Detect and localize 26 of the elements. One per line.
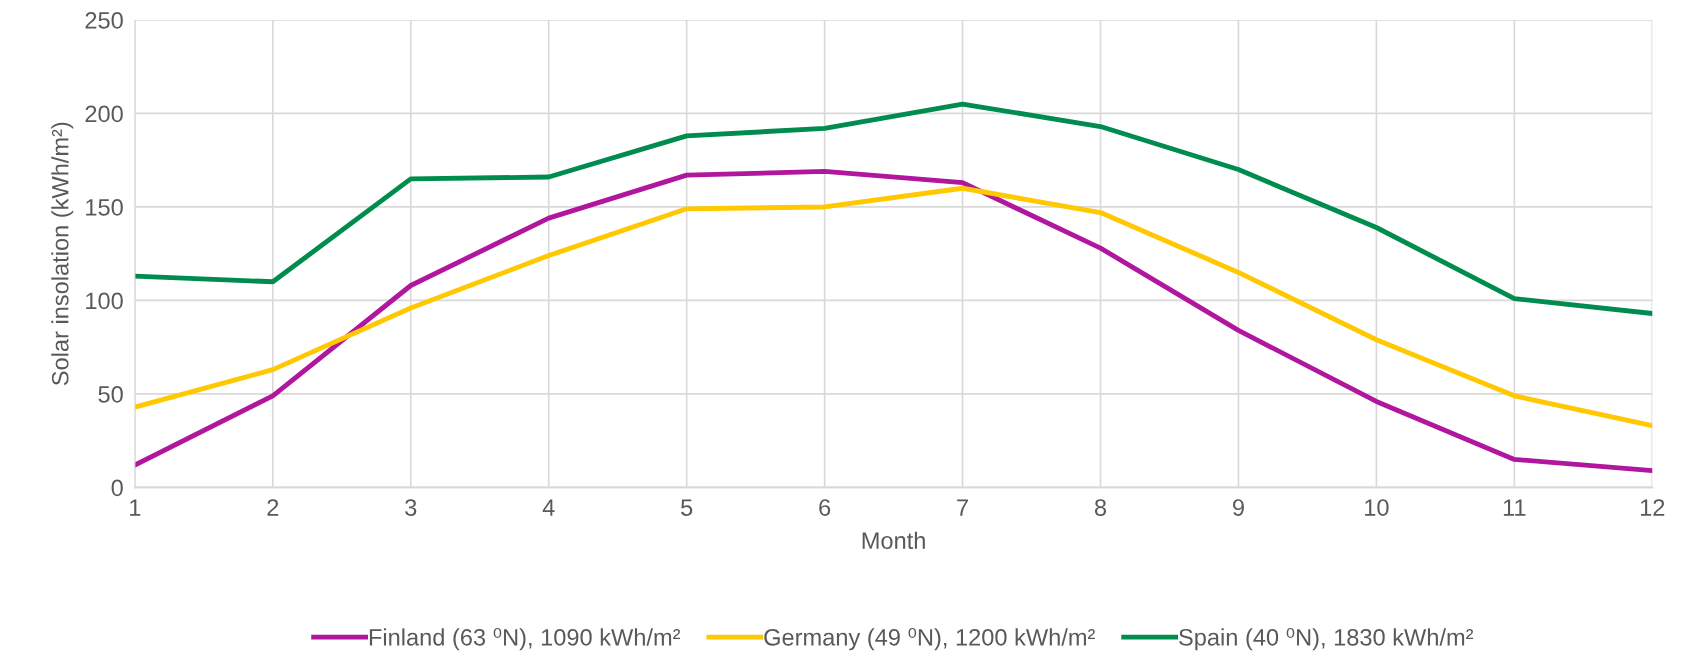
x-axis-title: Month [862, 531, 925, 550]
x-tick-label: 10 [1365, 499, 1389, 516]
x-tick-label: 1 [130, 499, 141, 516]
x-tick-label: 3 [405, 499, 417, 516]
legend-label: Finland (63 ⁰N), 1090 kWh/m² [369, 627, 681, 651]
x-tick-label: 4 [542, 499, 555, 516]
x-tick-label: 6 [819, 499, 831, 516]
x-tick-label: 2 [267, 499, 279, 516]
y-tick-label: 200 [85, 105, 123, 123]
x-tick-label: 8 [1094, 499, 1107, 516]
y-axis-title: Solar insolation (kWh/m²) [51, 122, 74, 386]
line-series [134, 185, 1653, 429]
y-tick-label: 0 [111, 479, 123, 497]
legend-label: Spain (40 ⁰N), 1830 kWh/m² [1179, 627, 1474, 651]
line-series [134, 168, 1653, 474]
y-tick-label: 250 [85, 12, 123, 29]
y-tick-label: 50 [98, 386, 123, 403]
y-tick-label: 150 [86, 199, 123, 216]
x-tick-label: 12 [1640, 499, 1665, 516]
x-tick-label: 9 [1232, 499, 1244, 516]
line-series [134, 101, 1653, 316]
x-tick-label: 5 [681, 499, 693, 516]
x-tick-label: 11 [1503, 499, 1526, 516]
x-tick-label: 7 [957, 499, 968, 516]
y-tick-label: 100 [86, 292, 123, 310]
legend-label: Germany (49 ⁰N), 1200 kWh/m² [764, 627, 1095, 651]
